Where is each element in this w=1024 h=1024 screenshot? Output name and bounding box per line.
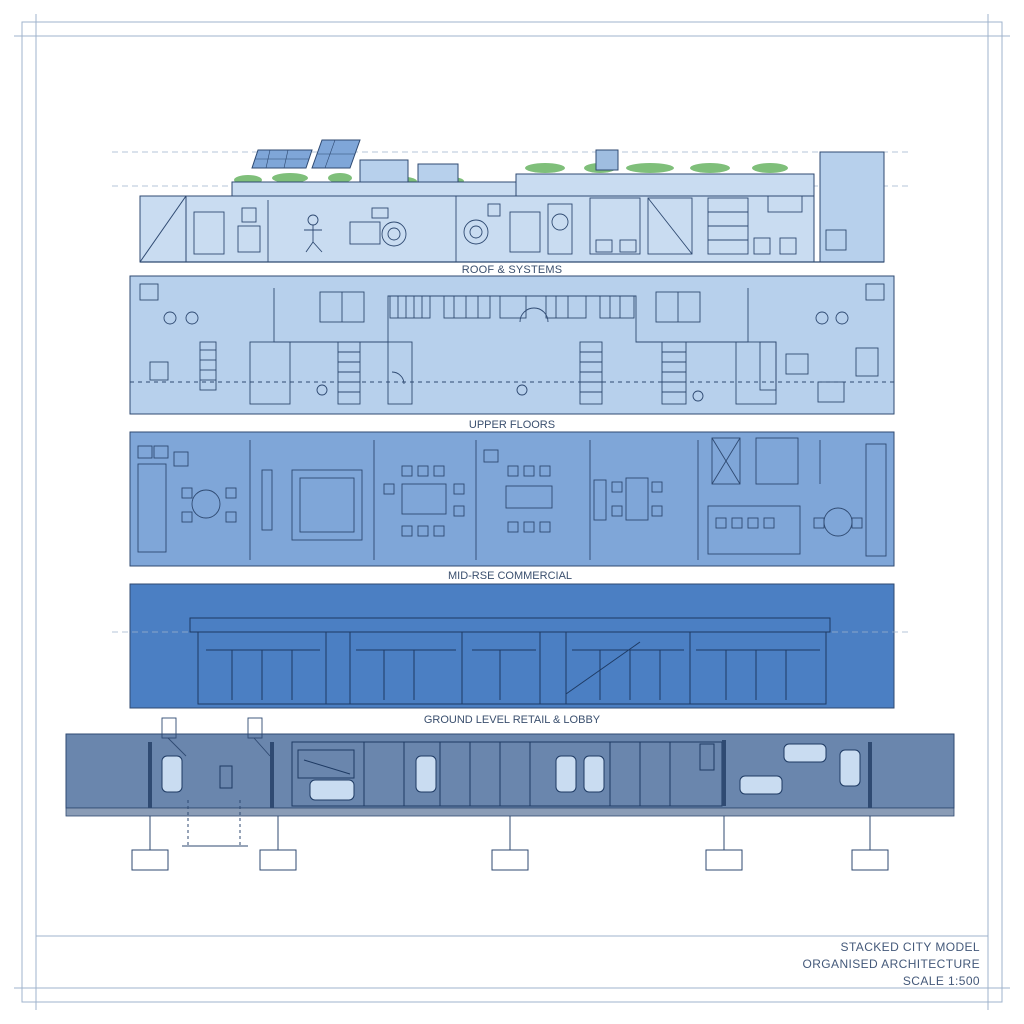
car-icon (161, 743, 861, 801)
title-block-line2: ORGANISED ARCHITECTURE (802, 957, 980, 971)
section-label-upper: UPPER FLOORS (469, 419, 555, 431)
foundation-footings (131, 800, 889, 871)
roof-systems-section (112, 139, 910, 263)
basement-parking-section (65, 717, 955, 817)
title-block-scale: SCALE 1:500 (902, 974, 980, 988)
roof-equipment (193, 195, 847, 262)
mid-rise-commercial-section (129, 431, 895, 567)
upper-floors-section (129, 275, 895, 415)
section-label-roof: ROOF & SYSTEMS (462, 264, 563, 276)
solar-panel-icon (251, 139, 361, 169)
section-label-mid: MID-RSE COMMERCIAL (448, 570, 572, 582)
sheet-border (14, 14, 1010, 1010)
ground-level-section (112, 583, 910, 709)
title-block-line1: STACKED CITY MODEL (840, 940, 980, 954)
section-label-ground: GROUND LEVEL RETAIL & LOBBY (424, 714, 601, 726)
